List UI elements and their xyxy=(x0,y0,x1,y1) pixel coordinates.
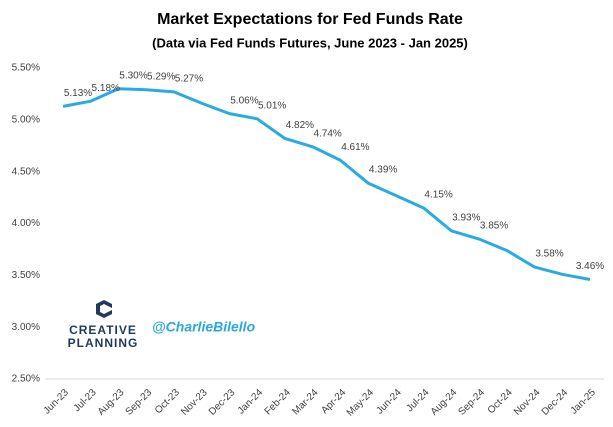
data-label: 4.61% xyxy=(341,142,369,153)
data-label: 4.82% xyxy=(286,120,314,131)
x-tick-label: Sep-24 xyxy=(456,387,487,418)
x-tick-label: Jun-23 xyxy=(42,387,72,417)
brand-line-1: CREATIVE xyxy=(69,323,137,337)
x-tick-label: Dec-23 xyxy=(207,387,238,418)
y-tick-label: 2.50% xyxy=(12,374,40,385)
x-tick-label: Sep-23 xyxy=(124,387,155,418)
data-label: 3.85% xyxy=(480,221,508,232)
x-tick-label: Aug-24 xyxy=(429,387,460,418)
x-tick-label: Nov-23 xyxy=(179,387,210,418)
x-tick-label: Feb-24 xyxy=(263,387,293,417)
x-tick-label: Apr-24 xyxy=(319,387,348,416)
data-label: 5.06% xyxy=(230,95,258,106)
chart-subtitle: (Data via Fed Funds Futures, June 2023 -… xyxy=(152,35,468,50)
data-label: 5.01% xyxy=(258,100,286,111)
x-tick-label: Dec-24 xyxy=(540,387,571,418)
logo-icon xyxy=(96,300,112,318)
author-handle: @CharlieBilello xyxy=(152,319,256,335)
y-tick-label: 3.00% xyxy=(12,322,40,333)
data-line xyxy=(62,87,591,281)
data-label: 3.46% xyxy=(576,261,604,272)
y-tick-label: 4.50% xyxy=(12,166,40,177)
x-tick-label: Jan-24 xyxy=(236,387,266,417)
x-tick-label: Oct-24 xyxy=(486,387,515,416)
data-label: 5.30% xyxy=(119,70,147,81)
data-label: 3.93% xyxy=(452,212,480,223)
data-label: 4.39% xyxy=(369,165,397,176)
y-tick-label: 5.50% xyxy=(12,63,40,74)
x-tick-label: Jun-24 xyxy=(374,387,404,417)
y-tick-label: 4.00% xyxy=(12,218,40,229)
x-tick-label: Jan-25 xyxy=(569,387,599,417)
x-tick-label: Mar-24 xyxy=(290,387,320,417)
data-label: 5.27% xyxy=(175,73,203,84)
x-tick-label: May-24 xyxy=(345,387,377,419)
data-label: 5.29% xyxy=(147,71,175,82)
data-label: 4.74% xyxy=(313,128,341,139)
x-tick-label: Oct-23 xyxy=(153,387,182,416)
x-tick-label: Nov-24 xyxy=(512,387,543,418)
data-label: 3.58% xyxy=(535,249,563,260)
y-tick-label: 3.50% xyxy=(12,270,40,281)
data-label: 5.18% xyxy=(92,83,120,94)
data-label: 5.13% xyxy=(64,88,92,99)
brand-line-2: PLANNING xyxy=(68,336,139,350)
x-tick-label: Aug-23 xyxy=(96,387,127,418)
data-label: 4.15% xyxy=(424,190,452,201)
chart-title: Market Expectations for Fed Funds Rate xyxy=(157,11,463,28)
y-tick-label: 5.00% xyxy=(12,114,40,125)
